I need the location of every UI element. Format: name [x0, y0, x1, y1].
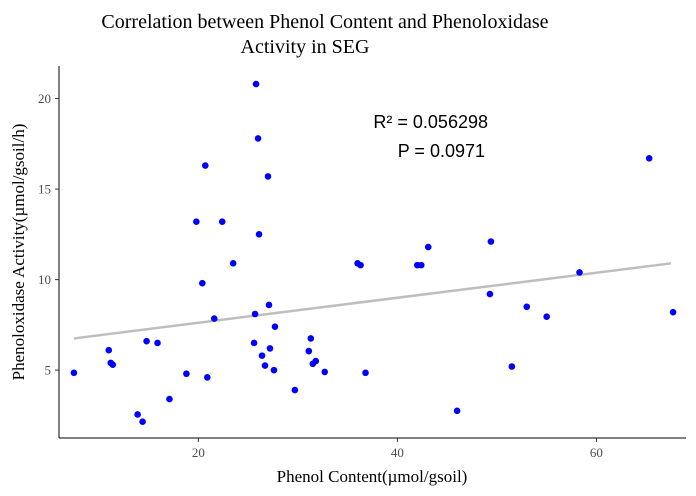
y-tick-label: 20	[38, 91, 51, 106]
data-point	[254, 135, 262, 142]
y-tick-label: 5	[45, 363, 52, 378]
y-tick-label: 10	[38, 272, 51, 287]
data-point	[139, 418, 146, 426]
data-point	[250, 339, 258, 347]
data-point	[251, 310, 259, 318]
axis-ticks: 20 40 60 5 10 15 20	[38, 91, 603, 460]
y-tick-label: 15	[38, 182, 51, 197]
r-squared-annotation: R² = 0.056298	[373, 112, 488, 132]
data-point	[453, 407, 461, 415]
data-point	[166, 395, 173, 403]
data-point	[523, 303, 531, 311]
chart-title-line-1: Correlation between Phenol Content and P…	[101, 11, 548, 33]
data-point	[576, 269, 583, 276]
data-point	[183, 370, 190, 378]
data-point	[202, 162, 209, 169]
data-point	[321, 368, 329, 376]
data-point	[307, 335, 315, 342]
data-point	[669, 308, 677, 316]
data-point	[264, 173, 272, 180]
data-point	[210, 315, 218, 322]
data-point	[134, 411, 141, 418]
data-point	[270, 366, 278, 374]
data-point	[362, 369, 369, 377]
data-point	[143, 337, 150, 345]
data-point	[312, 357, 320, 365]
data-point	[255, 231, 263, 238]
data-point	[291, 386, 299, 394]
axes	[58, 66, 686, 439]
data-point	[543, 313, 550, 321]
data-point	[265, 301, 273, 309]
p-value-annotation: P = 0.0971	[398, 141, 485, 161]
data-point	[508, 363, 516, 370]
data-point	[252, 80, 260, 88]
x-tick-label: 20	[192, 445, 205, 460]
data-point	[261, 362, 269, 369]
data-point	[487, 238, 495, 245]
data-point	[105, 346, 113, 354]
data-point	[70, 369, 78, 377]
data-point	[271, 323, 279, 330]
data-point	[154, 339, 161, 347]
trendline	[73, 262, 672, 340]
data-point	[229, 260, 237, 267]
data-point	[424, 243, 432, 251]
data-point	[266, 345, 274, 352]
data-point	[305, 347, 313, 355]
y-axis-title: Phenoloxidase Activity(µmol/gsoil/h)	[9, 124, 28, 381]
data-point	[645, 155, 653, 162]
data-point	[486, 290, 494, 298]
data-point	[357, 261, 364, 269]
data-point	[218, 218, 226, 225]
x-tick-label: 40	[391, 445, 404, 460]
trendline-group	[73, 262, 672, 340]
data-point	[193, 218, 200, 225]
chart-title-line-2: Activity in SEG	[241, 36, 370, 58]
data-point	[417, 261, 425, 269]
data-points	[70, 80, 677, 426]
data-point	[258, 352, 266, 359]
data-point	[199, 279, 206, 287]
x-tick-label: 60	[590, 445, 603, 460]
data-point	[109, 361, 117, 368]
data-point	[203, 374, 211, 381]
x-axis-title: Phenol Content(µmol/gsoil)	[277, 467, 468, 486]
